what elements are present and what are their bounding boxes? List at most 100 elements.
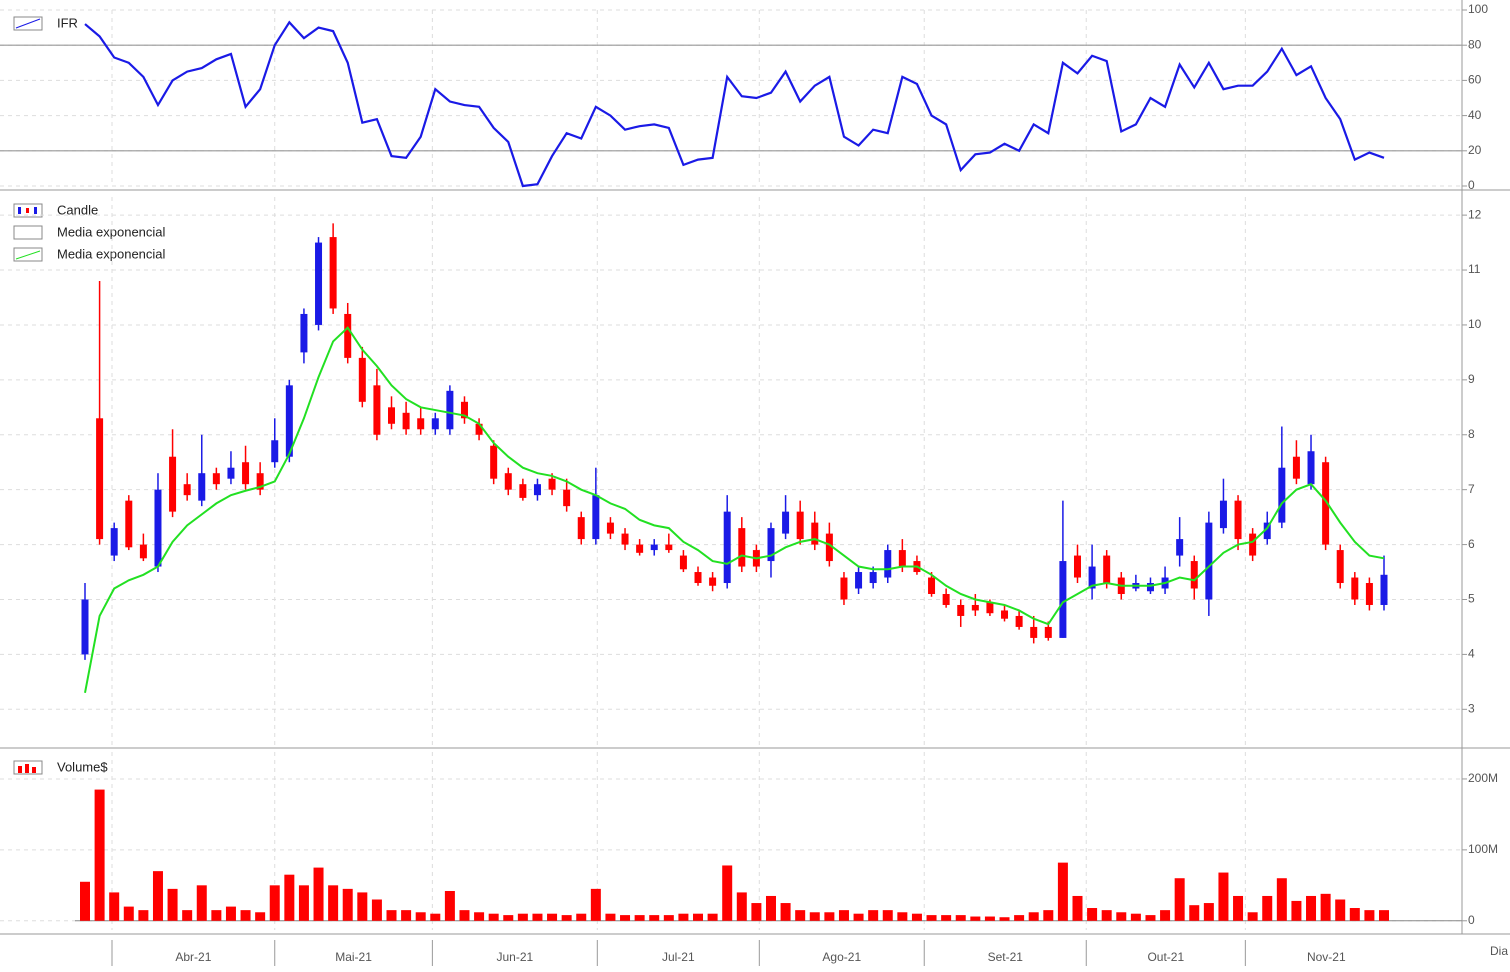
candle-body [592, 495, 600, 540]
volume-bar [167, 888, 178, 921]
candle-body [1336, 550, 1344, 584]
volume-bar [211, 910, 222, 921]
volume-bar [430, 913, 441, 921]
candle-body [548, 478, 556, 490]
candle-body [125, 500, 133, 548]
candle-body [1044, 626, 1052, 638]
candle-body [1365, 583, 1373, 605]
volume-bar [313, 867, 324, 921]
y-tick-label: 100 [1468, 2, 1488, 16]
candle-body [154, 489, 162, 567]
volume-bar [547, 913, 558, 921]
volume-bar [663, 915, 674, 921]
legend-swatch-candle [18, 207, 21, 214]
volume-bar [853, 913, 864, 921]
volume-bar [824, 912, 835, 921]
candle-body [431, 418, 439, 430]
volume-bar [503, 915, 514, 921]
legend-label: Volume$ [57, 759, 108, 774]
y-tick-label: 4 [1468, 647, 1475, 661]
volume-bar [1116, 912, 1127, 921]
volume-bar [970, 916, 981, 921]
candle-body [563, 489, 571, 507]
x-axis-label: Dia [1490, 944, 1508, 958]
volume-bar [109, 892, 120, 921]
volume-bar [926, 915, 937, 921]
volume-bar [1379, 910, 1389, 921]
x-tick-label: Out-21 [1147, 950, 1184, 964]
y-tick-label: 40 [1468, 108, 1482, 122]
candle-body [533, 484, 541, 496]
volume-bar [590, 888, 601, 921]
y-tick-label: 10 [1468, 317, 1482, 331]
candle-body [971, 604, 979, 611]
y-tick-label: 6 [1468, 537, 1475, 551]
candle-body [212, 473, 220, 485]
y-tick-label: 7 [1468, 482, 1475, 496]
volume-bar [751, 903, 762, 921]
candle-body [475, 423, 483, 435]
candle-body [621, 533, 629, 545]
candle-body [723, 511, 731, 584]
legend-swatch-line [15, 250, 41, 260]
candle-body [242, 462, 250, 485]
y-tick-label: 11 [1468, 262, 1481, 276]
candle-body [709, 577, 717, 586]
volume-bar [1335, 899, 1346, 921]
candle-body [694, 572, 702, 584]
y-tick-label: 8 [1468, 427, 1475, 441]
candle-body [782, 511, 790, 534]
volume-bar [1203, 903, 1214, 921]
volume-bar [1189, 905, 1200, 921]
candle-body [504, 473, 512, 490]
volume-bar [634, 915, 645, 921]
candle-body [490, 445, 498, 479]
legend-ifr: IFR [13, 15, 78, 31]
candle-body [796, 511, 804, 540]
volume-bar [1130, 913, 1141, 921]
volume-bar [80, 881, 90, 921]
volume-bar [94, 789, 105, 921]
candle-body [198, 473, 206, 501]
candle-body [636, 544, 644, 553]
legend-swatch-bar [18, 766, 22, 773]
legend-swatch-candle [26, 208, 29, 213]
candle-body [373, 385, 381, 435]
candle-body [650, 544, 658, 551]
volume-bar [1028, 912, 1039, 921]
volume-bar [1101, 910, 1112, 921]
volume-bar [1014, 915, 1025, 921]
legend-label: Candle [57, 202, 98, 217]
volume-bar [1262, 895, 1273, 921]
y-tick-label: 0 [1468, 178, 1475, 192]
candle-body [1292, 456, 1300, 479]
volume-bar [678, 913, 689, 921]
candle-body [519, 484, 527, 498]
volume-bar [795, 910, 806, 921]
legend-label: Media exponencial [57, 246, 166, 261]
volume-bar [1087, 908, 1098, 921]
x-tick-label: Ago-21 [822, 950, 861, 964]
y-tick-label: 5 [1468, 592, 1475, 606]
candle-body [898, 550, 906, 567]
candle-body [96, 418, 104, 540]
volume-bar [123, 906, 134, 921]
volume-bar [1276, 878, 1287, 921]
candle-body [1146, 583, 1154, 592]
volume-bar [1247, 912, 1258, 921]
y-tick-label: 3 [1468, 701, 1475, 715]
volume-bar [138, 910, 149, 921]
volume-bar [838, 910, 849, 921]
volume-bar [722, 865, 733, 921]
x-tick-label: Mai-21 [335, 950, 372, 964]
volume-bar [809, 912, 820, 921]
x-tick-label: Jul-21 [662, 950, 695, 964]
volume-bar [1291, 900, 1302, 921]
candle-body [300, 313, 308, 353]
volume-bar [1233, 895, 1244, 921]
candle-body [767, 528, 775, 562]
volume-bar [152, 871, 163, 921]
y-tick-label: 200M [1468, 771, 1498, 785]
volume-bar [576, 913, 587, 921]
